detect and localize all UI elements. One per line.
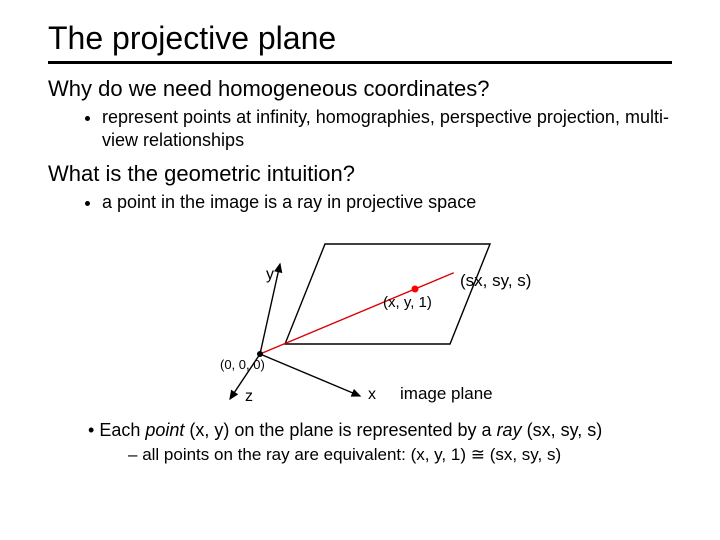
svg-text:z: z [245,388,253,405]
b3-ray-word: ray [497,420,522,440]
b4-lhs: (x, y, 1) [411,445,466,464]
slide-title: The projective plane [48,20,672,57]
b3-mid: (x, y) on the plane is represented by a [184,420,496,440]
bullet-2: a point in the image is a ray in project… [102,191,672,214]
question-1: Why do we need homogeneous coordinates? [48,76,672,102]
bullet-list-2: a point in the image is a ray in project… [48,191,672,214]
bullet-list-1: represent points at infinity, homographi… [48,106,672,151]
title-rule [48,61,672,64]
bullet-list-4: all points on the ray are equivalent: (x… [48,445,672,465]
bullet-1: represent points at infinity, homographi… [102,106,672,151]
b4-sym: ≅ [466,445,490,464]
diagram-container: y z x (0, 0, 0) (x, y, 1) (sx, sy, s) image pl… [48,224,672,414]
question-2: What is the geometric intuition? [48,161,672,187]
projective-space-diagram: y z x (0, 0, 0) (x, y, 1) (sx, sy, s) image pl… [150,224,570,414]
svg-text:image plane: image plane [400,384,493,403]
b3-pre: Each [99,420,145,440]
bullet-4: all points on the ray are equivalent: (x… [128,445,672,465]
svg-text:(0, 0, 0): (0, 0, 0) [220,357,265,372]
svg-text:y: y [266,266,274,283]
b3-post: (sx, sy, s) [522,420,603,440]
svg-text:(sx, sy, s): (sx, sy, s) [460,271,531,290]
svg-text:x: x [368,386,376,403]
bullet-list-3: Each point (x, y) on the plane is repres… [48,420,672,441]
b4-pre: all points on the ray are equivalent: [142,445,410,464]
b3-point-word: point [145,420,184,440]
svg-text:(x, y, 1): (x, y, 1) [383,294,432,311]
bullet-3: Each point (x, y) on the plane is repres… [88,420,672,441]
b4-rhs: (sx, sy, s) [490,445,561,464]
